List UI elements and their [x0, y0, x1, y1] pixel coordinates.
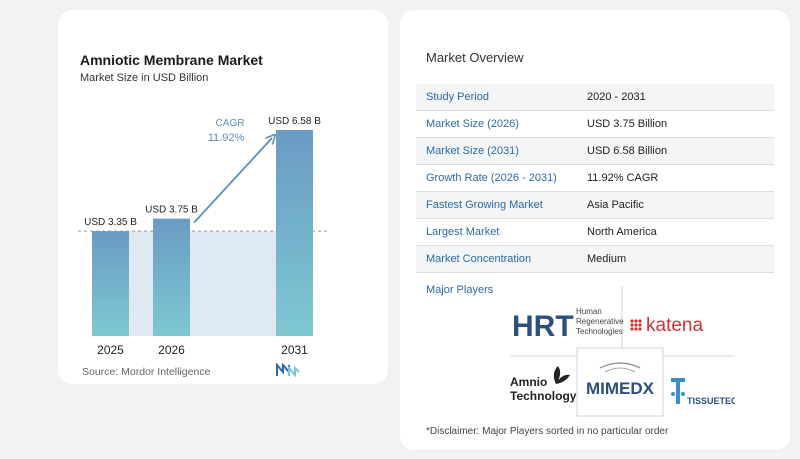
katena-text: katena: [646, 315, 703, 336]
overview-row: Market Concentration Medium: [416, 246, 774, 273]
hrt-line1: Human: [576, 307, 602, 316]
bar-2025: [92, 231, 129, 336]
overview-row: Market Size (2026) USD 3.75 Billion: [416, 111, 774, 138]
overview-value: USD 6.58 Billion: [587, 145, 668, 157]
bar-label: USD 3.35 B: [84, 217, 137, 228]
overview-key: Market Size (2026): [426, 118, 519, 130]
overview-value: North America: [587, 226, 657, 238]
hrt-logo-icon: HRT Human Regenerative Technologies: [512, 307, 624, 343]
bar-chart: USD 3.35 B 2025 USD 3.75 B 2026 USD 6.58 B 20…: [78, 116, 328, 357]
bar-2026: [153, 218, 190, 336]
hrt-line3: Technologies: [576, 327, 623, 336]
overview-title: Market Overview: [426, 50, 524, 65]
hrt-abbr: HRT: [512, 310, 574, 343]
overview-key: Study Period: [426, 91, 489, 103]
mordor-logo-icon: [276, 363, 300, 377]
overview-row: Market Size (2031) USD 6.58 Billion: [416, 138, 774, 165]
hrt-line2: Regenerative: [576, 317, 624, 326]
amnio-line2: Technology: [510, 389, 577, 403]
mimedx-logo-icon: MIMEDX: [576, 347, 664, 417]
overview-table: Study Period 2020 - 2031 Market Size (2026…: [416, 84, 774, 273]
overview-value: Medium: [587, 253, 627, 265]
cagr-arrow: [193, 138, 272, 224]
bar-label: USD 3.75 B: [145, 205, 198, 216]
chart-subtitle: Market Size in USD Billion: [80, 72, 209, 84]
overview-value: 11.92% CAGR: [587, 172, 659, 184]
overview-row: Fastest Growing Market Asia Pacific: [416, 192, 774, 219]
overview-row: Largest Market North America: [416, 219, 774, 246]
cagr-value: 11.92%: [208, 132, 245, 144]
category-label: 2025: [97, 343, 124, 357]
chart-card: Amniotic Membrane Market Market Size in …: [58, 10, 388, 384]
bar-2031: [276, 130, 313, 336]
overview-key: Fastest Growing Market: [426, 199, 543, 211]
amnio-line1: Amnio: [510, 375, 547, 389]
category-label: 2031: [281, 343, 308, 357]
overview-row: Growth Rate (2026 - 2031) 11.92% CAGR: [416, 165, 774, 192]
source-name: Mordor Intelligence: [121, 366, 211, 378]
bar-label: USD 6.58 B: [268, 116, 321, 127]
cagr-label: CAGR: [216, 118, 245, 129]
overview-value: Asia Pacific: [587, 199, 644, 211]
chart-title: Amniotic Membrane Market: [80, 52, 263, 68]
overview-value: USD 3.75 Billion: [587, 118, 668, 130]
mimedx-text: MIMEDX: [586, 379, 655, 398]
tissuetech-logo-icon: TISSUETECH: [671, 378, 735, 406]
overview-key: Growth Rate (2026 - 2031): [426, 172, 557, 184]
overview-value: 2020 - 2031: [587, 91, 646, 103]
amnio-logo-icon: Amnio Technology: [510, 366, 577, 403]
overview-key: Largest Market: [426, 226, 500, 238]
disclaimer: *Disclaimer: Major Players sorted in no …: [426, 426, 669, 437]
player-logos: HRT Human Regenerative Technologies kate…: [510, 286, 735, 417]
reference-shade: [129, 231, 276, 336]
katena-logo-icon: katena: [630, 315, 703, 336]
tissuetech-text: TISSUETECH: [687, 396, 735, 406]
chart-source: Source: Mordor Intelligence: [82, 366, 210, 378]
overview-panel: Market Overview Study Period 2020 - 2031 M…: [400, 10, 790, 450]
overview-row: Study Period 2020 - 2031: [416, 84, 774, 111]
overview-key: Market Size (2031): [426, 145, 519, 157]
overview-key: Market Concentration: [426, 253, 532, 265]
source-label: Source:: [82, 366, 119, 378]
players-title: Major Players: [426, 284, 494, 296]
category-label: 2026: [158, 343, 185, 357]
